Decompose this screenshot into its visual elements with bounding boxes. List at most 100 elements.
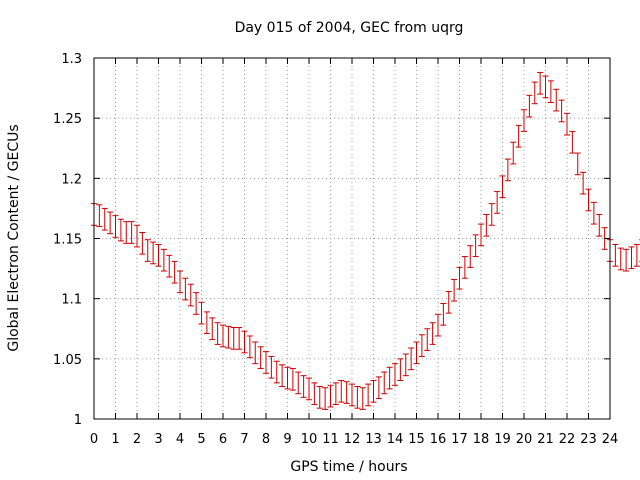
data-point [623, 248, 630, 272]
data-point [375, 376, 382, 400]
data-point [558, 99, 565, 123]
data-point [209, 317, 216, 341]
data-point [155, 244, 162, 267]
x-tick-label: 2 [133, 432, 141, 447]
data-point [107, 211, 114, 235]
data-point [381, 371, 388, 395]
data-point [252, 341, 259, 365]
x-tick-label: 3 [154, 432, 162, 447]
data-point [564, 112, 570, 136]
data-point [236, 327, 243, 350]
data-point [343, 381, 350, 404]
data-point [488, 203, 495, 226]
data-point [338, 379, 345, 403]
data-point [494, 191, 501, 214]
y-tick-label: 1.15 [53, 233, 82, 248]
data-point [322, 387, 329, 410]
data-point [537, 71, 544, 95]
data-point [440, 302, 447, 326]
x-tick-label: 22 [559, 432, 576, 447]
data-point [628, 246, 635, 270]
x-tick-label: 24 [602, 432, 619, 447]
data-point [117, 218, 124, 242]
data-point [585, 188, 592, 212]
x-tick-labels: 0 1 2 3 4 5 6 7 8 9 10 11 12 13 14 15 16 17 18 19 20 21 22 23 24 [90, 432, 618, 447]
data-point [246, 335, 253, 359]
data-point [365, 383, 372, 407]
data-point [182, 277, 189, 301]
data-point [198, 301, 205, 325]
data-point [483, 213, 490, 237]
data-point [214, 322, 221, 345]
data-point [542, 75, 549, 99]
data-point [349, 383, 355, 407]
data-point [257, 346, 264, 369]
x-tick-label: 9 [283, 432, 291, 447]
data-point [187, 283, 194, 307]
data-point [386, 366, 393, 390]
data-point [553, 88, 560, 112]
x-tick-label: 18 [473, 432, 490, 447]
y-tick-label: 1.25 [53, 112, 82, 127]
data-point [424, 328, 431, 351]
data-point [445, 290, 452, 314]
data-point [596, 213, 603, 237]
x-tick-label: 19 [494, 432, 511, 447]
data-point [580, 171, 587, 195]
x-axis-label: GPS time / hours [290, 459, 407, 475]
data-point [467, 245, 474, 268]
x-tick-label: 1 [111, 432, 119, 447]
data-point [359, 387, 366, 410]
y-tick-label: 1.1 [61, 293, 82, 308]
x-tick-label: 7 [240, 432, 248, 447]
data-point [504, 158, 511, 182]
data-point [461, 256, 468, 279]
data-point [193, 292, 200, 315]
data-point [547, 80, 554, 104]
data-point [531, 81, 538, 105]
data-point [177, 270, 183, 294]
y-tick-labels: 1 1.05 1.1 1.15 1.2 1.25 1.3 [53, 52, 82, 428]
x-tick-label: 12 [344, 432, 361, 447]
data-point [166, 254, 173, 278]
data-point [128, 221, 135, 244]
data-point [413, 341, 420, 365]
data-point [435, 313, 441, 337]
data-point [617, 247, 624, 271]
data-point [402, 353, 409, 377]
data-point [273, 360, 280, 384]
grid [94, 58, 610, 419]
data-point [574, 152, 581, 176]
data-point [408, 347, 415, 371]
data-point [515, 124, 522, 148]
data-point [569, 130, 576, 154]
data-point [150, 241, 157, 265]
x-tick-label: 0 [90, 432, 98, 447]
data-point [268, 355, 275, 379]
x-tick-label: 10 [301, 432, 318, 447]
error-bars [91, 71, 640, 410]
data-point [300, 375, 307, 398]
y-tick-label: 1.3 [61, 52, 82, 67]
data-point [316, 386, 323, 409]
data-point [134, 224, 140, 248]
x-tick-label: 16 [430, 432, 447, 447]
data-point [295, 371, 302, 395]
data-point [279, 364, 286, 388]
y-axis-label: Global Electron Content / GECUs [6, 124, 22, 351]
data-point [230, 327, 237, 350]
data-point [521, 109, 527, 132]
data-point [392, 363, 398, 386]
data-point [526, 94, 533, 118]
x-tick-label: 17 [451, 432, 468, 447]
data-point [472, 234, 479, 258]
data-point [101, 207, 108, 231]
data-point [241, 330, 248, 354]
data-point [370, 379, 377, 403]
x-tick-label: 15 [408, 432, 425, 447]
data-point [289, 367, 296, 391]
data-point [263, 351, 269, 374]
x-tick-label: 14 [387, 432, 404, 447]
x-tick-label: 5 [197, 432, 205, 447]
